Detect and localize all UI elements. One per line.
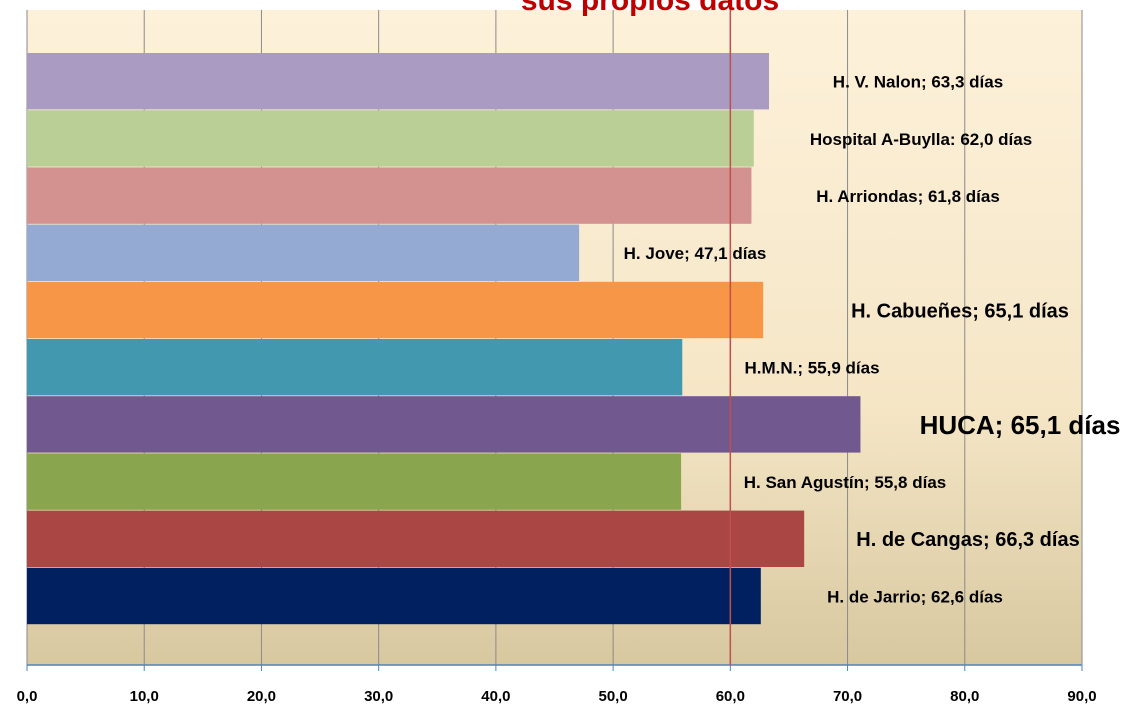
x-tick-label: 50,0: [599, 688, 628, 705]
data-label: H. de Cangas; 66,3 días: [856, 529, 1079, 551]
x-tick-label: 60,0: [716, 688, 745, 705]
data-label: H. Jove; 47,1 días: [624, 244, 767, 263]
x-tick-label: 30,0: [364, 688, 393, 705]
data-label: H. Arriondas; 61,8 días: [816, 187, 1000, 206]
x-tick-label: 90,0: [1067, 688, 1096, 705]
data-label: H. V. Nalon; 63,3 días: [833, 73, 1003, 92]
bar: [27, 167, 752, 224]
x-tick-label: 80,0: [950, 688, 979, 705]
bar: [27, 110, 754, 167]
bar: [27, 396, 861, 453]
bar: [27, 567, 761, 625]
bar: [27, 224, 580, 281]
data-label: H. de Jarrio; 62,6 días: [827, 587, 1003, 606]
bar: [27, 281, 764, 339]
bar: [27, 339, 683, 396]
chart-title: sus propios datos: [521, 0, 779, 17]
data-label: H.M.N.; 55,9 días: [744, 359, 879, 378]
data-label: HUCA; 65,1 días: [920, 410, 1121, 440]
x-tick-label: 20,0: [247, 688, 276, 705]
x-tick-label: 10,0: [130, 688, 159, 705]
x-tick-label: 0,0: [17, 688, 38, 705]
data-label: H. Cabueñes; 65,1 días: [851, 300, 1069, 322]
bar: [27, 53, 770, 110]
data-label: Hospital A-Buylla: 62,0 días: [810, 130, 1032, 149]
x-tick-label: 40,0: [481, 688, 510, 705]
bar: [27, 510, 805, 567]
bar: [27, 453, 682, 510]
data-label: H. San Agustín; 55,8 días: [744, 473, 946, 492]
x-tick-label: 70,0: [833, 688, 862, 705]
